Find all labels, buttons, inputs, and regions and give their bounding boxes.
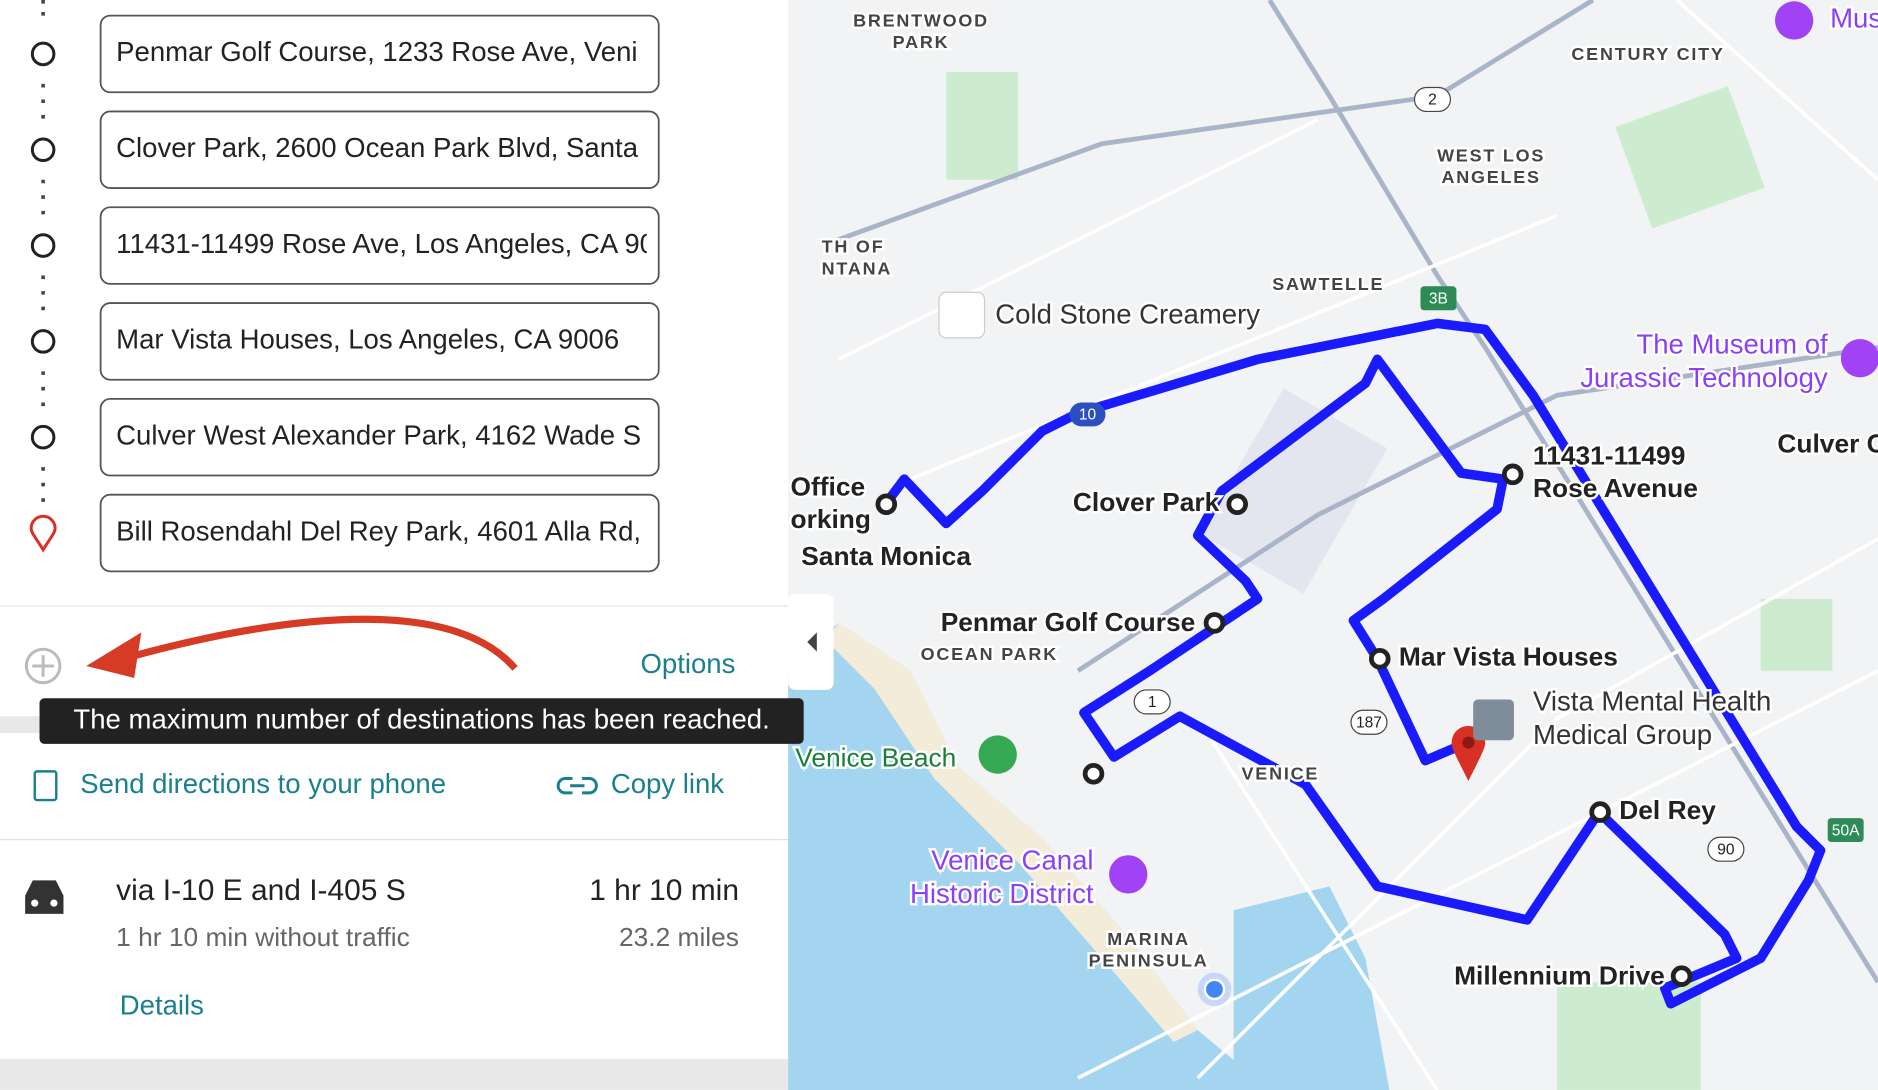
road-shield xyxy=(1413,86,1452,113)
waypoint-icon xyxy=(30,424,56,450)
map-label[interactable]: WEST LOS xyxy=(1435,143,1546,168)
waypoint-text: Culver West Alexander Park, 4162 Wade S xyxy=(116,419,641,450)
annotation-arrow xyxy=(130,615,518,671)
road-shields: 2 3B 10 1 187 90 50A xyxy=(1069,86,1864,862)
map-label[interactable]: PARK xyxy=(890,30,950,55)
map-features xyxy=(788,0,1878,1090)
route-no-traffic: 1 hr 10 min without traffic xyxy=(116,922,410,952)
route-distance: 23.2 miles xyxy=(619,922,739,952)
map-label[interactable]: SAWTELLE xyxy=(1270,271,1385,296)
map-label[interactable]: 11431-11499 xyxy=(1531,438,1688,473)
map-label[interactable]: Del Rey xyxy=(1617,793,1719,828)
panel-footer xyxy=(0,1058,789,1090)
waypoint-icon xyxy=(30,137,56,163)
waypoint-icon xyxy=(30,233,56,258)
map-label[interactable]: Santa Monica xyxy=(799,539,974,574)
road-shield-label: 187 xyxy=(1356,715,1382,732)
map-label[interactable]: TH OF xyxy=(819,234,885,259)
route-via[interactable]: via I-10 E and I-405 S xyxy=(116,874,406,907)
map-label[interactable]: ANGELES xyxy=(1439,165,1541,190)
road-shield-label: 3B xyxy=(1429,291,1448,308)
map-label[interactable]: Venice Beach xyxy=(793,740,959,775)
map-label[interactable]: Cold Stone Creamery xyxy=(993,296,1263,332)
annotation-arrowhead xyxy=(86,632,142,678)
map-label[interactable]: MARINA xyxy=(1105,927,1191,952)
waypoint-input[interactable] xyxy=(99,206,660,285)
map-label[interactable]: Vista Mental Health xyxy=(1531,683,1774,719)
map-label[interactable]: VENICE xyxy=(1239,761,1320,786)
waypoint-input[interactable] xyxy=(99,302,660,381)
phone-icon xyxy=(33,770,58,802)
details-button[interactable]: Details xyxy=(120,990,204,1021)
map-label[interactable]: BRENTWOOD xyxy=(851,8,990,33)
map-label[interactable]: Millennium Drive xyxy=(1452,958,1667,993)
road-shield xyxy=(1827,818,1864,843)
road-shield xyxy=(1420,286,1457,311)
waypoint-text: Mar Vista Houses, Los Angeles, CA 9006 xyxy=(116,324,619,355)
road-shield xyxy=(1133,689,1171,715)
waypoint-text: Clover Park, 2600 Ocean Park Blvd, Santa xyxy=(116,132,639,163)
map-label[interactable]: NTANA xyxy=(819,256,892,281)
map-label[interactable]: Rose Avenue xyxy=(1531,470,1701,505)
road-shield xyxy=(1069,402,1106,427)
link-icon xyxy=(556,777,598,795)
road-shield-label: 1 xyxy=(1148,694,1157,711)
map-label[interactable]: Culver C xyxy=(1775,426,1878,461)
road-shield xyxy=(1350,709,1388,735)
map-label[interactable]: Clover Park xyxy=(1071,485,1222,520)
map-label[interactable]: Venice Canal xyxy=(929,842,1096,878)
map-label[interactable]: Mar Vista Houses xyxy=(1397,639,1621,674)
road-shield-label: 10 xyxy=(1079,407,1097,424)
add-icon xyxy=(32,655,54,677)
copy-link[interactable]: Copy link xyxy=(611,768,724,799)
map-label[interactable]: Historic District xyxy=(908,876,1097,912)
map-label[interactable]: Jurassic Technology xyxy=(1578,360,1830,396)
add-destination[interactable] xyxy=(24,647,62,685)
waypoint-text: Bill Rosendahl Del Rey Park, 4601 Alla R… xyxy=(116,515,641,546)
map-label[interactable]: Mus xyxy=(1828,0,1878,36)
waypoint-input[interactable] xyxy=(99,110,660,189)
map-label[interactable]: Penmar Golf Course xyxy=(938,605,1197,640)
road-shield-label: 90 xyxy=(1717,842,1735,859)
waypoint-icon xyxy=(30,329,56,354)
map-label[interactable]: The Museum of xyxy=(1634,326,1830,362)
car-icon xyxy=(25,880,64,914)
road-shield-label: 50A xyxy=(1832,822,1860,839)
waypoint-icon xyxy=(30,41,56,67)
map-label[interactable]: orking xyxy=(788,502,873,537)
waypoint-input[interactable] xyxy=(99,14,660,94)
waypoint-text: Penmar Golf Course, 1233 Rose Ave, Veni xyxy=(116,36,637,67)
options-button[interactable]: Options xyxy=(640,648,735,679)
road-shield-label: 2 xyxy=(1428,92,1437,109)
map-label[interactable]: PENINSULA xyxy=(1086,948,1209,973)
map-label[interactable]: Medical Group xyxy=(1531,717,1715,753)
map-label[interactable]: CENTURY CITY xyxy=(1569,41,1725,66)
tooltip xyxy=(39,698,804,744)
map-label[interactable]: Office xyxy=(788,469,867,504)
destination-pin xyxy=(29,514,57,553)
waypoint-text: 11431-11499 Rose Ave, Los Angeles, CA 90 xyxy=(116,228,655,259)
map-label[interactable]: OCEAN PARK xyxy=(918,642,1058,667)
tooltip-text: The maximum number of destinations has b… xyxy=(73,703,769,734)
waypoint-list: Penmar Golf Course, 1233 Rose Ave, Veni C… xyxy=(29,0,660,573)
send-directions[interactable]: Send directions to your phone xyxy=(80,768,446,799)
route-duration: 1 hr 10 min xyxy=(589,874,739,907)
road-shield xyxy=(1707,836,1745,862)
waypoint-input[interactable] xyxy=(99,397,660,477)
collapse-icon xyxy=(807,632,817,652)
waypoint-input[interactable] xyxy=(99,493,660,573)
